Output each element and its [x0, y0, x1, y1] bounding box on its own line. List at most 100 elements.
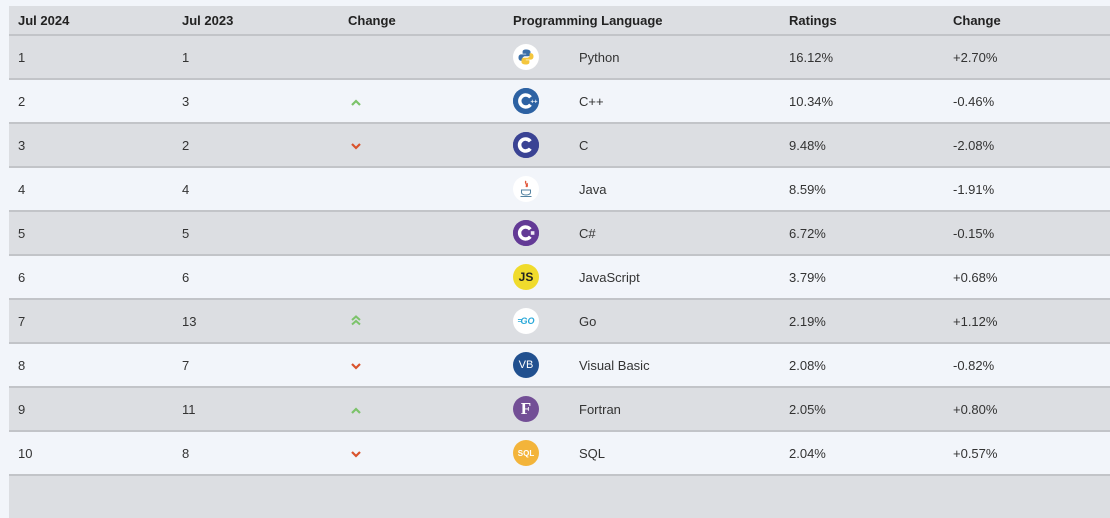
visual-basic-icon-text: VB	[518, 359, 534, 371]
current-rank: 7	[18, 313, 26, 329]
previous-rank: 1	[182, 49, 190, 65]
language-name[interactable]: C++	[579, 93, 604, 109]
chevron-down-icon	[351, 450, 361, 458]
language-name[interactable]: SQL	[579, 445, 606, 461]
previous-rank: 8	[182, 445, 190, 461]
table-row: 10 8 SQL SQL 2.04% +0.57%	[9, 432, 1110, 476]
rating: 2.04%	[789, 445, 826, 461]
language-cell: VB Visual Basic	[505, 352, 780, 378]
rank-change	[340, 138, 505, 153]
current-rank: 8	[18, 357, 26, 373]
cpp-icon: ++	[513, 88, 539, 114]
language-name[interactable]: JavaScript	[579, 269, 640, 285]
rating-change: +0.57%	[953, 445, 998, 461]
previous-rank: 13	[182, 313, 197, 329]
chevron-up-icon	[351, 98, 361, 106]
go-icon-text: GO	[520, 316, 535, 326]
current-rank: 9	[18, 401, 26, 417]
rating: 10.34%	[789, 93, 834, 109]
table-row: 9 11 F Fortran 2.05% +0.80%	[9, 388, 1110, 432]
table-row: 8 7 VB Visual Basic 2.08% -0.82%	[9, 344, 1110, 388]
language-name[interactable]: C	[579, 137, 589, 153]
language-cell: C#	[505, 220, 780, 246]
current-rank: 10	[18, 445, 33, 461]
rank-change	[340, 94, 505, 109]
rating-change: -0.82%	[953, 357, 995, 373]
language-cell: ++ C++	[505, 88, 780, 114]
rating: 3.79%	[789, 269, 826, 285]
language-cell: SQL SQL	[505, 440, 780, 466]
rating-change: -1.91%	[953, 181, 995, 197]
table-row: 2 3 ++ C++ 10.34% -0.46%	[9, 80, 1110, 124]
previous-rank: 11	[182, 401, 196, 417]
rating: 16.12%	[789, 49, 834, 65]
table-row: 3 2 C 9.48% -2.08%	[9, 124, 1110, 168]
table-row: 4 4 Java 8.59% -1.91%	[9, 168, 1110, 212]
rating: 8.59%	[789, 181, 826, 197]
language-cell: C	[505, 132, 780, 158]
table-header: Jul 2024 Jul 2023 Change Programming Lan…	[9, 6, 1110, 36]
java-icon	[513, 176, 539, 202]
rating-change: +0.80%	[953, 401, 998, 417]
language-name[interactable]: Go	[579, 313, 597, 329]
go-icon-speed-lines: =	[517, 317, 521, 325]
table-row: 5 5 C# 6.72% -0.15%	[9, 212, 1110, 256]
rank-change	[340, 446, 505, 461]
chevron-down-icon	[351, 142, 361, 150]
previous-rank: 6	[182, 269, 190, 285]
table-row: 1 1 Python 16.12% +2.70%	[9, 36, 1110, 80]
table-row: 7 13 = GO Go 2.19% +1.12%	[9, 300, 1110, 344]
fortran-icon-text: F	[520, 399, 532, 418]
rating-change: +1.12%	[953, 313, 998, 329]
rating: 6.72%	[789, 225, 826, 241]
current-rank: 4	[18, 181, 26, 197]
ranking-table: Jul 2024 Jul 2023 Change Programming Lan…	[9, 6, 1110, 518]
rating-change: -2.08%	[953, 137, 995, 153]
rating: 2.05%	[789, 401, 826, 417]
language-name[interactable]: C#	[579, 225, 596, 241]
language-cell: F Fortran	[505, 396, 780, 422]
previous-rank: 4	[182, 181, 190, 197]
current-rank: 1	[18, 49, 26, 65]
rating: 2.19%	[789, 313, 826, 329]
header-current-rank[interactable]: Jul 2024	[18, 12, 70, 28]
previous-rank: 3	[182, 93, 190, 109]
table-row-partial	[9, 476, 1110, 518]
language-name[interactable]: Java	[579, 181, 607, 197]
language-cell: JS JavaScript	[505, 264, 780, 290]
rating-change: -0.15%	[953, 225, 995, 241]
rank-change	[340, 314, 505, 329]
header-language[interactable]: Programming Language	[513, 12, 663, 28]
language-name[interactable]: Python	[579, 49, 620, 65]
language-name[interactable]: Visual Basic	[579, 357, 650, 373]
language-cell: Java	[505, 176, 780, 202]
visual-basic-icon: VB	[513, 352, 539, 378]
header-ratings[interactable]: Ratings	[789, 12, 837, 28]
current-rank: 6	[18, 269, 26, 285]
svg-text:++: ++	[531, 99, 539, 105]
language-cell: = GO Go	[505, 308, 780, 334]
rank-change	[340, 402, 505, 417]
rating-change: +2.70%	[953, 49, 998, 65]
javascript-icon-text: JS	[518, 270, 534, 284]
chevron-down-icon	[351, 362, 361, 370]
fortran-icon: F	[513, 396, 539, 422]
previous-rank: 7	[182, 357, 190, 373]
header-ratings-change[interactable]: Change	[953, 12, 1001, 28]
current-rank: 3	[18, 137, 26, 153]
javascript-icon: JS	[513, 264, 539, 290]
c-icon	[513, 132, 539, 158]
header-previous-rank[interactable]: Jul 2023	[182, 12, 234, 28]
rating: 9.48%	[789, 137, 826, 153]
current-rank: 5	[18, 225, 26, 241]
sql-icon: SQL	[513, 440, 539, 466]
previous-rank: 2	[182, 137, 190, 153]
language-name[interactable]: Fortran	[579, 401, 621, 417]
current-rank: 2	[18, 93, 26, 109]
rating-change: -0.46%	[953, 93, 995, 109]
csharp-icon	[513, 220, 539, 246]
previous-rank: 5	[182, 225, 190, 241]
double-chevron-up-icon	[351, 314, 361, 326]
rank-change	[340, 358, 505, 373]
header-rank-change[interactable]: Change	[348, 12, 396, 28]
